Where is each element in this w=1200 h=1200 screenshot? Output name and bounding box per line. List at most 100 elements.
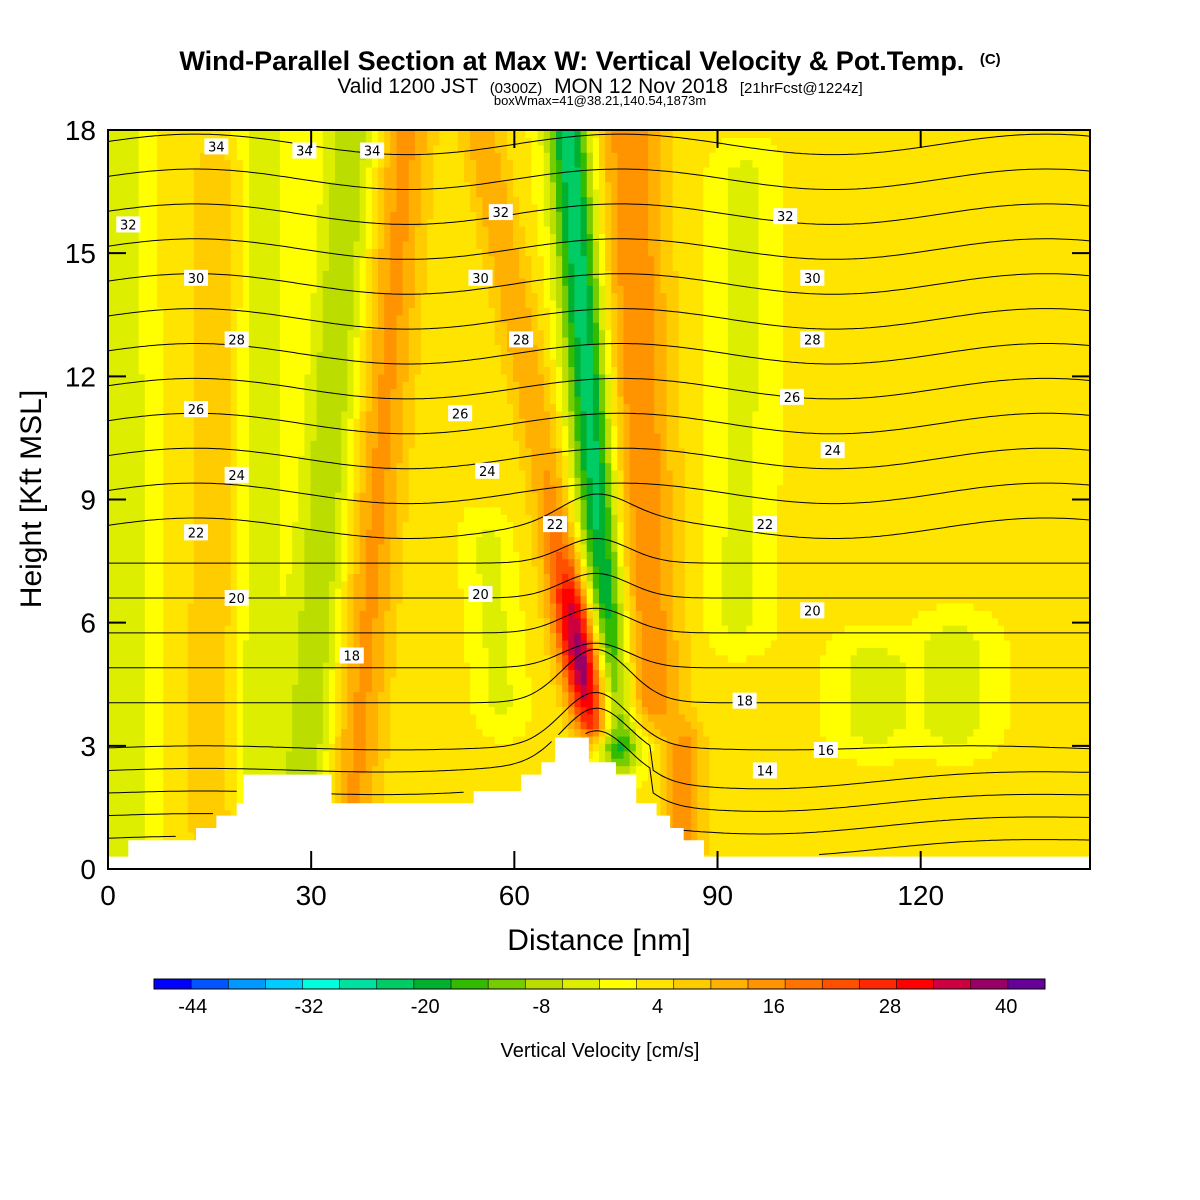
velocity-cell bbox=[169, 381, 177, 390]
velocity-cell bbox=[169, 403, 177, 412]
velocity-cell bbox=[396, 647, 404, 656]
velocity-cell bbox=[310, 166, 318, 175]
velocity-cell bbox=[267, 233, 275, 242]
velocity-cell bbox=[341, 218, 348, 227]
velocity-cell bbox=[144, 359, 152, 368]
velocity-cell bbox=[304, 344, 312, 353]
velocity-cell bbox=[157, 218, 164, 227]
velocity-cell bbox=[187, 211, 195, 220]
velocity-cell bbox=[396, 144, 404, 153]
velocity-cell bbox=[273, 255, 281, 264]
velocity-cell bbox=[157, 285, 164, 294]
velocity-cell bbox=[365, 203, 373, 212]
velocity-cell bbox=[187, 580, 195, 589]
velocity-cell bbox=[150, 780, 158, 789]
velocity-cell bbox=[267, 203, 275, 212]
velocity-cell bbox=[365, 270, 373, 279]
velocity-cell bbox=[341, 329, 348, 338]
velocity-cell bbox=[365, 322, 373, 331]
velocity-cell bbox=[402, 639, 410, 648]
velocity-cell bbox=[212, 477, 220, 486]
velocity-cell bbox=[255, 573, 263, 582]
velocity-cell bbox=[390, 684, 398, 693]
velocity-cell bbox=[132, 299, 140, 308]
velocity-cell bbox=[347, 226, 355, 235]
velocity-cell bbox=[212, 314, 220, 323]
velocity-cell bbox=[230, 780, 238, 789]
velocity-cell bbox=[292, 639, 299, 648]
velocity-cell bbox=[396, 277, 404, 286]
velocity-cell bbox=[285, 432, 293, 441]
velocity-cell bbox=[255, 743, 263, 752]
velocity-cell bbox=[224, 203, 232, 212]
velocity-cell bbox=[150, 381, 158, 390]
velocity-cell bbox=[396, 329, 404, 338]
velocity-cell bbox=[292, 218, 299, 227]
velocity-cell bbox=[341, 573, 348, 582]
velocity-cell bbox=[365, 359, 373, 368]
velocity-cell bbox=[193, 292, 201, 301]
velocity-cell bbox=[169, 299, 177, 308]
velocity-cell bbox=[304, 684, 312, 693]
velocity-cell bbox=[157, 595, 164, 604]
velocity-cell bbox=[402, 795, 410, 804]
velocity-cell bbox=[292, 226, 299, 235]
velocity-cell bbox=[365, 632, 373, 641]
velocity-cell bbox=[273, 758, 281, 767]
velocity-cell bbox=[144, 285, 152, 294]
velocity-cell bbox=[390, 506, 398, 515]
velocity-cell bbox=[390, 196, 398, 205]
velocity-cell bbox=[261, 706, 269, 715]
velocity-cell bbox=[298, 233, 305, 242]
velocity-cell bbox=[359, 750, 367, 759]
velocity-cell bbox=[249, 462, 256, 471]
velocity-cell bbox=[236, 174, 244, 183]
velocity-cell bbox=[255, 602, 263, 611]
velocity-cell bbox=[378, 625, 385, 634]
velocity-cell bbox=[371, 381, 379, 390]
velocity-cell bbox=[150, 676, 158, 685]
velocity-cell bbox=[335, 743, 342, 752]
velocity-cell bbox=[365, 758, 373, 767]
velocity-cell bbox=[187, 137, 195, 146]
velocity-cell bbox=[347, 795, 355, 804]
velocity-cell bbox=[193, 322, 201, 331]
velocity-cell bbox=[365, 610, 373, 619]
velocity-cell bbox=[378, 639, 385, 648]
velocity-cell bbox=[163, 573, 170, 582]
velocity-cell bbox=[402, 336, 410, 345]
velocity-cell bbox=[304, 477, 312, 486]
velocity-cell bbox=[163, 130, 170, 138]
velocity-cell bbox=[384, 610, 391, 619]
velocity-cell bbox=[328, 610, 336, 619]
velocity-cell bbox=[181, 166, 189, 175]
velocity-cell bbox=[224, 484, 232, 493]
velocity-cell bbox=[279, 625, 287, 634]
velocity-cell bbox=[144, 832, 152, 841]
velocity-cell bbox=[138, 588, 146, 597]
velocity-cell bbox=[114, 632, 121, 641]
velocity-cell bbox=[163, 211, 170, 220]
velocity-cell bbox=[212, 166, 220, 175]
velocity-cell bbox=[224, 455, 232, 464]
velocity-cell bbox=[138, 639, 146, 648]
velocity-cell bbox=[322, 610, 330, 619]
velocity-cell bbox=[402, 669, 410, 678]
velocity-cell bbox=[328, 632, 336, 641]
velocity-cell bbox=[218, 359, 226, 368]
velocity-cell bbox=[218, 654, 226, 663]
velocity-cell bbox=[408, 735, 416, 744]
velocity-cell bbox=[273, 566, 281, 574]
velocity-cell bbox=[181, 743, 189, 752]
velocity-cell bbox=[335, 381, 342, 390]
velocity-cell bbox=[359, 625, 367, 634]
velocity-cell bbox=[126, 654, 134, 663]
velocity-cell bbox=[322, 174, 330, 183]
velocity-cell bbox=[163, 314, 170, 323]
velocity-cell bbox=[365, 787, 373, 796]
velocity-cell bbox=[347, 130, 355, 138]
velocity-cell bbox=[298, 410, 305, 419]
velocity-cell bbox=[187, 396, 195, 405]
velocity-cell bbox=[267, 543, 275, 552]
velocity-cell bbox=[402, 159, 410, 168]
